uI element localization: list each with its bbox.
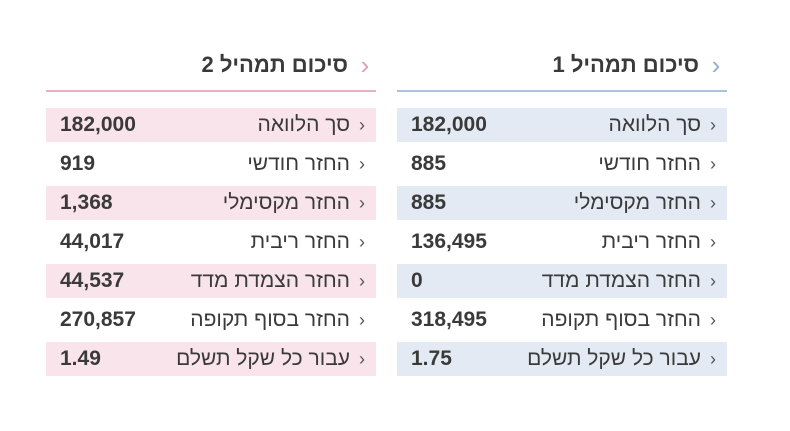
row-label: החזר הצמדת מדד [190,269,350,292]
chevron-left-icon: ‹ [359,154,365,174]
panel-title: סיכום תמהיל 2 [201,52,348,77]
summary-row-end-total[interactable]: ‹ החזר בסוף תקופה 270,857 [46,303,376,337]
chevron-left-icon: ‹ [710,193,716,213]
row-value: 270,857 [60,308,136,331]
panel-header[interactable]: ‹ סיכום תמהיל 2 [46,40,376,92]
row-value: 44,537 [60,269,125,292]
row-label: החזר ריבית [601,230,701,253]
row-label: עבור כל שקל תשלם [527,347,701,370]
chevron-left-icon[interactable]: ‹ [360,50,370,80]
chevron-left-icon[interactable]: ‹ [711,50,721,80]
chevron-left-icon: ‹ [359,349,365,369]
row-label: החזר ריבית [250,230,350,253]
summary-row-per-shekel[interactable]: ‹ עבור כל שקל תשלם 1.49 [46,342,376,376]
row-label: עבור כל שקל תשלם [176,347,350,370]
mix-summary-panel-1: ‹ סיכום תמהיל 1 ‹ סך הלוואה 182,000 ‹ החזר… [397,40,727,381]
summary-row-interest[interactable]: ‹ החזר ריבית 44,017 [46,225,376,259]
chevron-left-icon: ‹ [710,349,716,369]
chevron-left-icon: ‹ [710,271,716,291]
row-value: 885 [411,191,447,214]
row-value: 318,495 [411,308,487,331]
summary-row-end-total[interactable]: ‹ החזר בסוף תקופה 318,495 [397,303,727,337]
summary-row-interest[interactable]: ‹ החזר ריבית 136,495 [397,225,727,259]
chevron-left-icon: ‹ [710,232,716,252]
mix-summary-panel-2: ‹ סיכום תמהיל 2 ‹ סך הלוואה 182,000 ‹ החזר… [46,40,376,381]
row-value: 919 [60,152,96,175]
summary-row-loan-total[interactable]: ‹ סך הלוואה 182,000 [46,108,376,142]
summary-row-per-shekel[interactable]: ‹ עבור כל שקל תשלם 1.75 [397,342,727,376]
row-value: 885 [411,152,447,175]
chevron-left-icon: ‹ [359,271,365,291]
summary-row-monthly-payment[interactable]: ‹ החזר חודשי 885 [397,147,727,181]
row-label: סך הלוואה [257,113,350,136]
chevron-left-icon: ‹ [359,115,365,135]
row-label: החזר הצמדת מדד [541,269,701,292]
chevron-left-icon: ‹ [359,232,365,252]
row-label: החזר מקסימלי [573,191,701,214]
panel-title: סיכום תמהיל 1 [552,52,699,77]
chevron-left-icon: ‹ [359,310,365,330]
chevron-left-icon: ‹ [710,310,716,330]
summary-row-max-payment[interactable]: ‹ החזר מקסימלי 885 [397,186,727,220]
row-label: החזר מקסימלי [222,191,350,214]
row-value: 44,017 [60,230,125,253]
row-value: 1.75 [411,347,452,370]
row-value: 0 [411,269,423,292]
chevron-left-icon: ‹ [359,193,365,213]
summary-row-loan-total[interactable]: ‹ סך הלוואה 182,000 [397,108,727,142]
row-value: 1.49 [60,347,101,370]
row-value: 182,000 [60,113,136,136]
summary-list: ‹ סך הלוואה 182,000 ‹ החזר חודשי 885 ‹ החזר… [397,108,727,376]
row-value: 1,368 [60,191,113,214]
summary-row-index-linkage[interactable]: ‹ החזר הצמדת מדד 0 [397,264,727,298]
row-label: החזר חודשי [247,152,350,175]
chevron-left-icon: ‹ [710,154,716,174]
chevron-left-icon: ‹ [710,115,716,135]
panel-header[interactable]: ‹ סיכום תמהיל 1 [397,40,727,92]
row-label: סך הלוואה [608,113,701,136]
summary-row-max-payment[interactable]: ‹ החזר מקסימלי 1,368 [46,186,376,220]
row-value: 136,495 [411,230,487,253]
summary-row-index-linkage[interactable]: ‹ החזר הצמדת מדד 44,537 [46,264,376,298]
row-label: החזר בסוף תקופה [541,308,701,331]
row-label: החזר חודשי [598,152,701,175]
summary-row-monthly-payment[interactable]: ‹ החזר חודשי 919 [46,147,376,181]
row-label: החזר בסוף תקופה [190,308,350,331]
summary-list: ‹ סך הלוואה 182,000 ‹ החזר חודשי 919 ‹ החזר… [46,108,376,376]
row-value: 182,000 [411,113,487,136]
